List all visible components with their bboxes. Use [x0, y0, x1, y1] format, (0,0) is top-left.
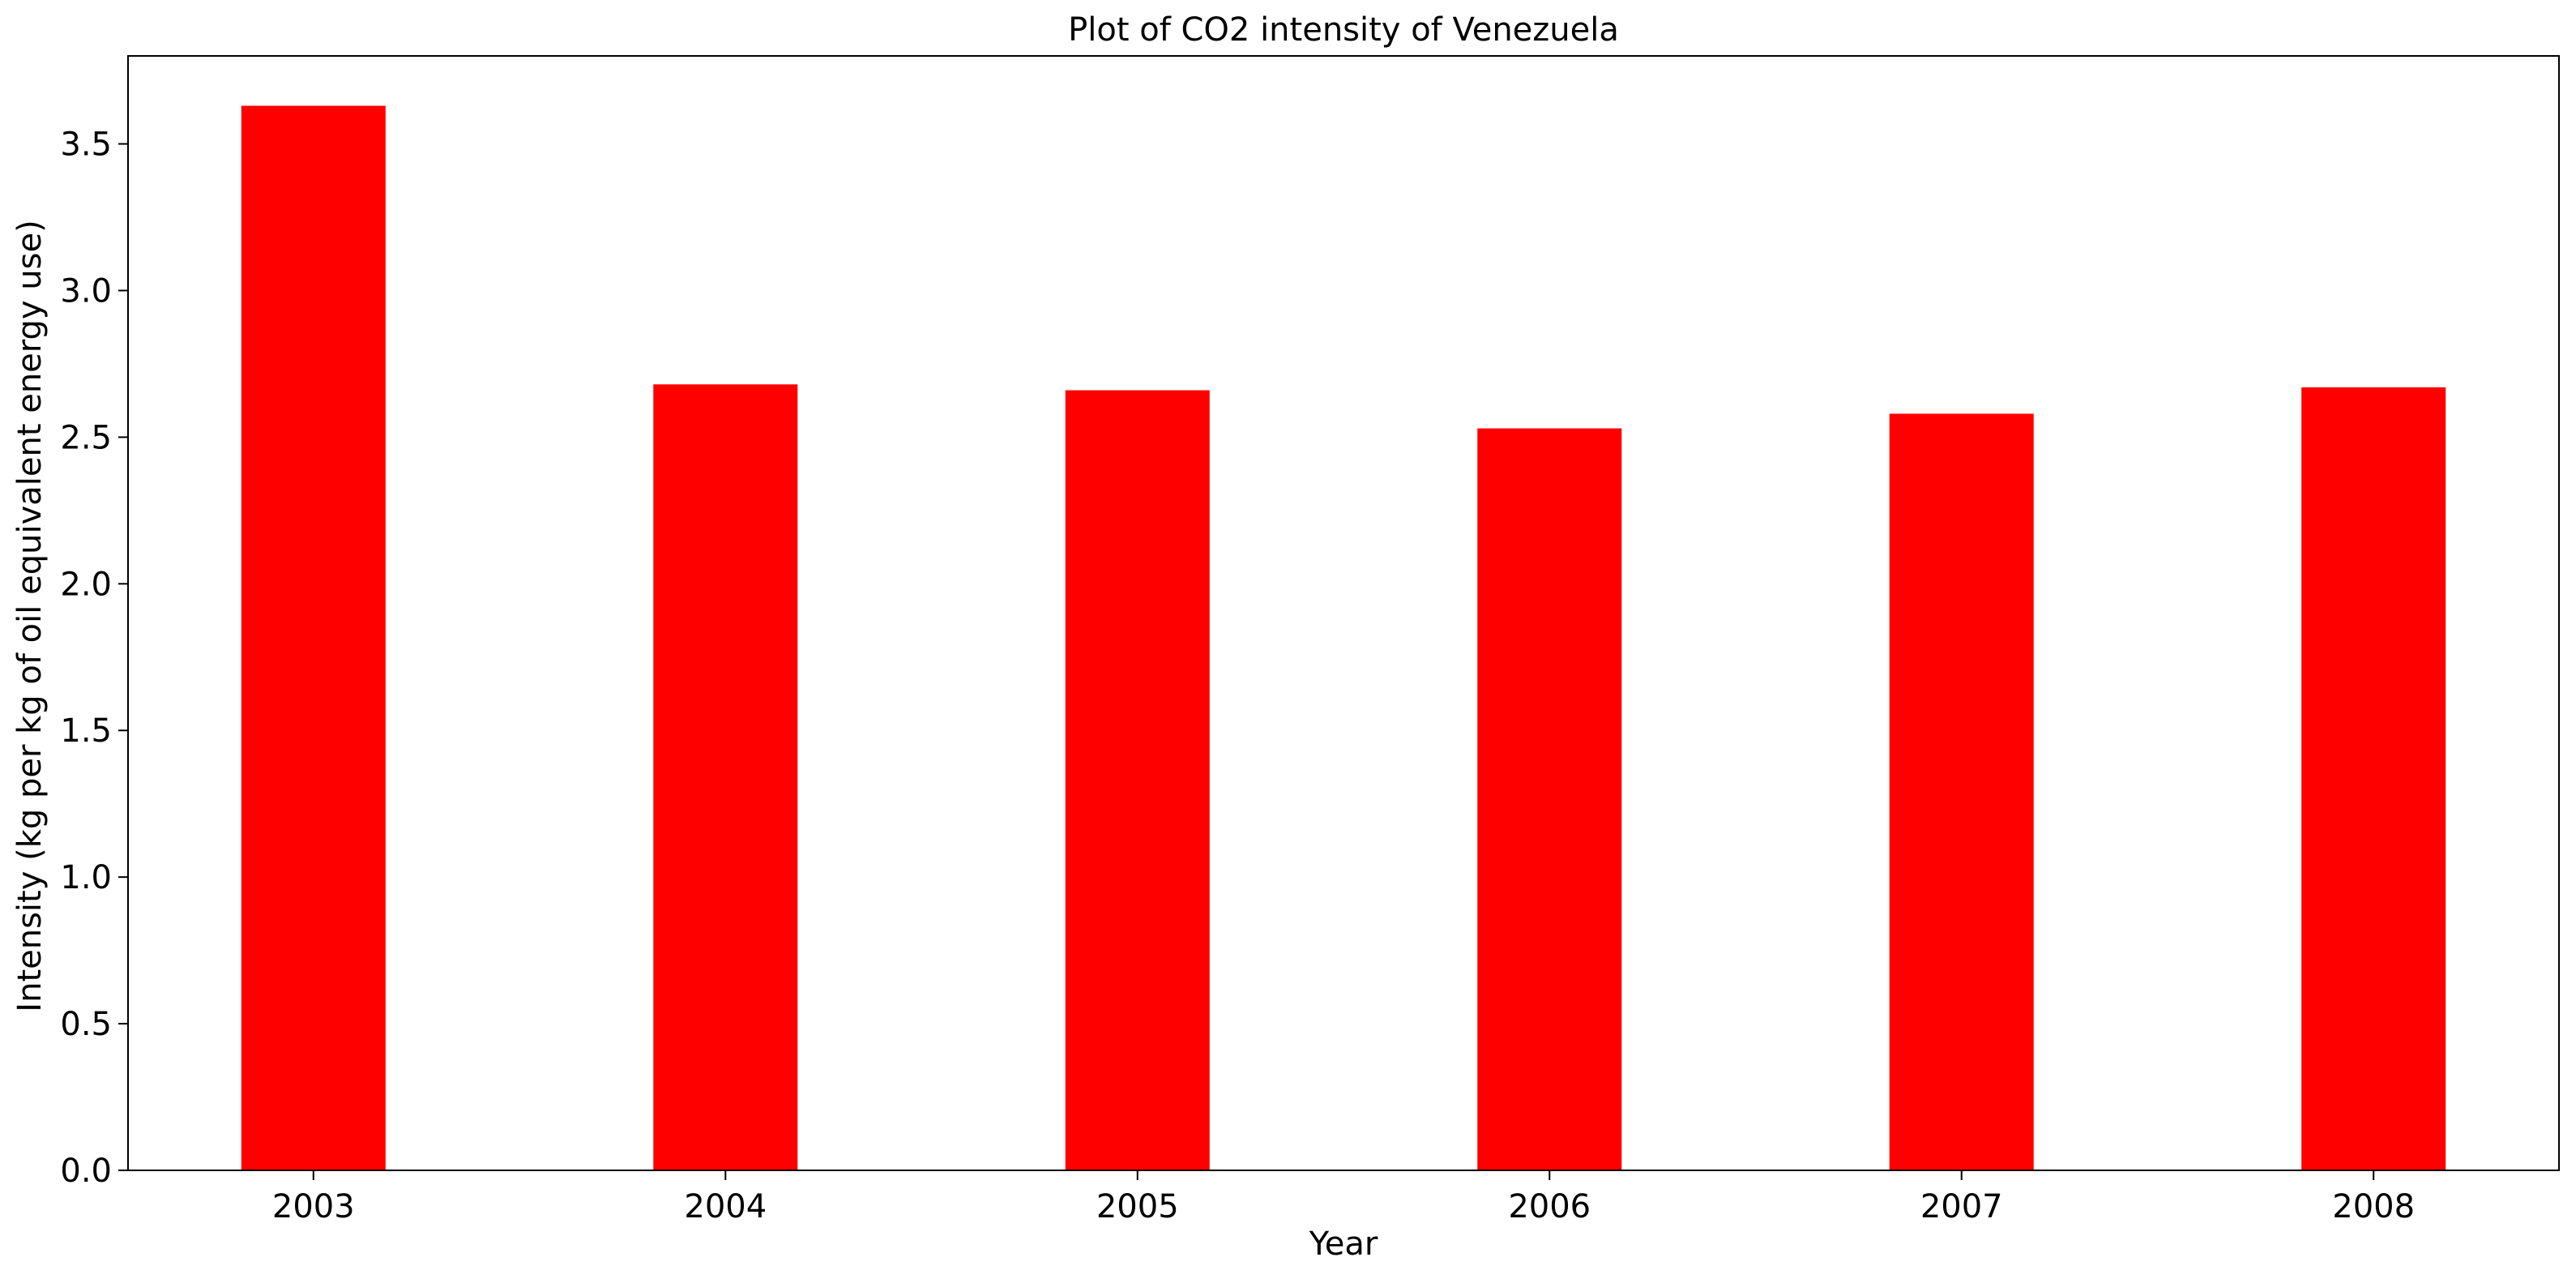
y-tick-label: 3.5: [60, 126, 112, 164]
bar-2005: [1065, 390, 1210, 1170]
y-axis-ticks: 0.0 0.5 1.0 1.5 2.0 2.5 3.0 3.5: [60, 126, 128, 1190]
x-tick-label: 2004: [684, 1188, 767, 1225]
plot-area: [127, 55, 2560, 1171]
plot-frame: [127, 55, 2560, 1171]
bar-2006: [1477, 428, 1622, 1170]
x-axis-label: Year: [1309, 1225, 1378, 1263]
y-tick-label: 3.0: [60, 272, 112, 310]
x-tick-label: 2003: [272, 1188, 355, 1225]
bar-2004: [653, 384, 798, 1170]
x-tick-label: 2008: [2332, 1188, 2415, 1225]
x-tick-label: 2006: [1508, 1188, 1591, 1225]
y-tick-label: 2.0: [60, 566, 112, 603]
bar-2007: [1889, 413, 2034, 1170]
bar-2003: [241, 105, 386, 1170]
y-axis-label: Intensity (kg per kg of oil equivalent e…: [11, 220, 49, 1011]
y-tick-label: 0.0: [60, 1153, 112, 1190]
x-axis-ticks: 2003 2004 2005 2006 2007 2008: [272, 1170, 2415, 1225]
chart-title: Plot of CO2 intensity of Venezuela: [1068, 11, 1619, 49]
x-tick-label: 2007: [1920, 1188, 2003, 1225]
bar-2008: [2301, 387, 2446, 1170]
y-tick-label: 2.5: [60, 419, 112, 456]
y-tick-label: 1.5: [60, 712, 112, 750]
x-tick-label: 2005: [1096, 1188, 1179, 1225]
y-tick-label: 1.0: [60, 859, 112, 896]
y-tick-label: 0.5: [60, 1006, 112, 1043]
